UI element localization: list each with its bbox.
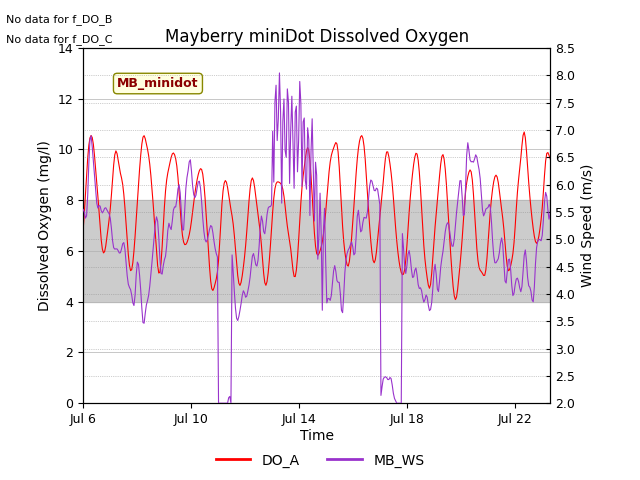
Text: MB_minidot: MB_minidot <box>117 77 198 90</box>
Bar <box>83 200 550 302</box>
Legend: DO_A, MB_WS: DO_A, MB_WS <box>210 448 430 473</box>
X-axis label: Time: Time <box>300 429 334 443</box>
Y-axis label: Wind Speed (m/s): Wind Speed (m/s) <box>581 164 595 288</box>
Y-axis label: Dissolved Oxygen (mg/l): Dissolved Oxygen (mg/l) <box>38 140 52 311</box>
Text: No data for f_DO_B: No data for f_DO_B <box>6 14 113 25</box>
Title: Mayberry miniDot Dissolved Oxygen: Mayberry miniDot Dissolved Oxygen <box>164 28 469 47</box>
Text: No data for f_DO_C: No data for f_DO_C <box>6 34 113 45</box>
